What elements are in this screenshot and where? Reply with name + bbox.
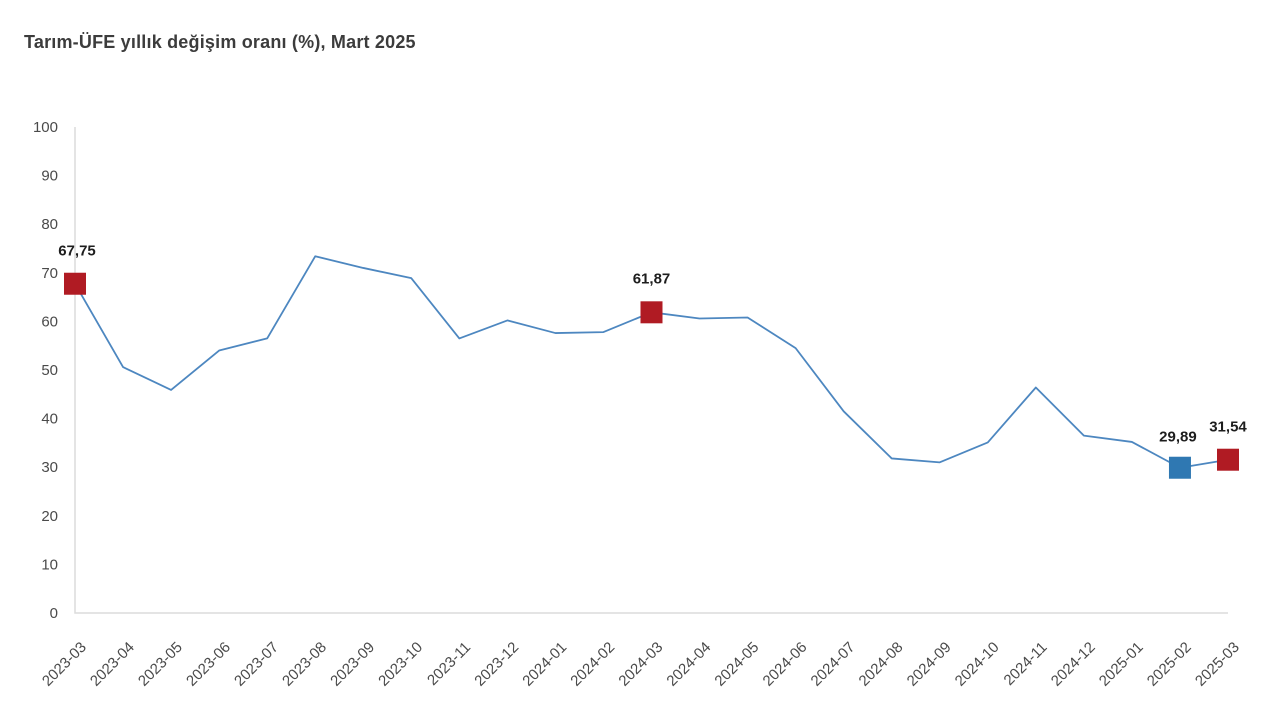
y-axis-tick-label: 0: [50, 605, 58, 622]
x-axis-tick-label: 2025-03: [1192, 639, 1243, 690]
y-axis-tick-label: 100: [33, 119, 58, 136]
x-axis-tick-label: 2023-03: [39, 639, 90, 690]
x-axis-tick-label: 2024-07: [808, 639, 859, 690]
x-axis-tick-label: 2023-11: [424, 639, 474, 689]
y-axis-tick-label: 60: [41, 313, 58, 330]
x-axis-tick-label: 2024-10: [952, 639, 1003, 690]
x-axis-tick-label: 2023-04: [87, 639, 138, 690]
data-point-label: 31,54: [1209, 419, 1247, 436]
x-axis-tick-label: 2023-06: [183, 639, 234, 690]
x-axis-tick-label: 2024-12: [1048, 639, 1099, 690]
data-point-marker: [640, 301, 663, 324]
x-axis-tick-label: 2023-09: [327, 639, 378, 690]
axis-lines: [74, 127, 1228, 614]
data-point-marker: [64, 272, 86, 295]
y-axis-tick-label: 70: [41, 265, 58, 282]
y-axis-tick-label: 20: [41, 508, 58, 525]
x-axis-tick-label: 2023-10: [375, 639, 426, 690]
data-point-marker: [1168, 456, 1191, 479]
data-point-label: 67,75: [58, 243, 96, 260]
x-axis-tick-label: 2024-05: [711, 639, 762, 690]
y-axis-tick-label: 30: [41, 459, 58, 476]
x-axis-tick-label: 2023-07: [231, 639, 282, 690]
x-axis-tick-label: 2024-06: [759, 639, 810, 690]
x-axis-tick-label: 2025-02: [1144, 639, 1195, 690]
x-axis-tick-label: 2024-08: [856, 639, 907, 690]
x-axis-tick-label: 2024-01: [519, 639, 570, 690]
x-axis-tick-label: 2023-08: [279, 639, 330, 690]
data-point-label: 61,87: [633, 270, 671, 287]
data-point-marker: [1217, 448, 1239, 471]
x-axis-tick-label: 2023-12: [471, 639, 522, 690]
series-line: [74, 255, 1229, 469]
x-axis-tick-label: 2024-04: [663, 639, 714, 690]
y-axis-tick-label: 50: [41, 362, 58, 379]
y-axis-tick-label: 90: [41, 168, 58, 185]
x-axis-tick-label: 2024-03: [615, 639, 666, 690]
chart-title: Tarım-ÜFE yıllık değişim oranı (%), Mart…: [24, 32, 416, 52]
x-axis-tick-label: 2023-05: [135, 639, 186, 690]
y-axis-tick-label: 10: [41, 556, 58, 573]
x-axis-tick-label: 2024-09: [904, 639, 955, 690]
y-axis-tick-label: 80: [41, 216, 58, 233]
x-axis-tick-label: 2025-01: [1096, 639, 1147, 690]
y-axis-tick-label: 40: [41, 411, 58, 428]
data-point-label: 29,89: [1159, 429, 1197, 446]
x-axis-tick-label: 2024-02: [567, 639, 618, 690]
x-axis-tick-label: 2024-11: [1001, 639, 1051, 689]
